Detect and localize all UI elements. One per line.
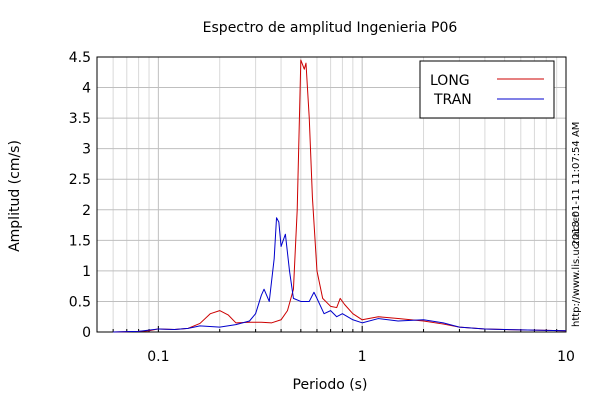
x-tick-label: 1 xyxy=(358,349,367,365)
y-tick-label: 1.5 xyxy=(69,233,91,249)
grid-lines xyxy=(96,56,566,333)
plot-frame xyxy=(96,56,567,333)
x-axis-label: Periodo (s) xyxy=(293,377,368,393)
url-text: http://www.lis.ucr.ac.cr xyxy=(571,212,582,327)
y-tick-label: 4 xyxy=(82,81,91,97)
y-tick-label: 4.5 xyxy=(69,50,91,66)
chart-title: Espectro de amplitud Ingenieria P06 xyxy=(203,20,458,36)
timestamp-text: 2018-01-11 11:07:54 AM xyxy=(571,122,582,247)
y-tick-label: 3 xyxy=(82,142,91,158)
y-tick-label: 0 xyxy=(82,325,91,341)
axis-ticks: 0 0.5 1 1.5 2 2.5 3 3.5 4 4.5 0.1 1 10 xyxy=(69,50,575,365)
legend-label-tran: TRAN xyxy=(433,92,472,108)
series-line-tran xyxy=(113,217,567,333)
series-line-long xyxy=(113,59,567,333)
y-tick-label: 1 xyxy=(82,264,91,280)
legend: LONG TRAN xyxy=(419,60,555,119)
x-tick-label: 10 xyxy=(557,349,575,365)
y-tick-label: 2.5 xyxy=(69,172,91,188)
y-tick-label: 2 xyxy=(82,203,91,219)
legend-box xyxy=(419,60,555,119)
y-axis-label: Amplitud (cm/s) xyxy=(7,140,23,252)
y-tick-label: 3.5 xyxy=(69,111,91,127)
y-tick-label: 0.5 xyxy=(69,294,91,310)
legend-label-long: LONG xyxy=(430,73,470,89)
x-tick-label: 0.1 xyxy=(147,349,169,365)
series-layer xyxy=(113,59,567,333)
